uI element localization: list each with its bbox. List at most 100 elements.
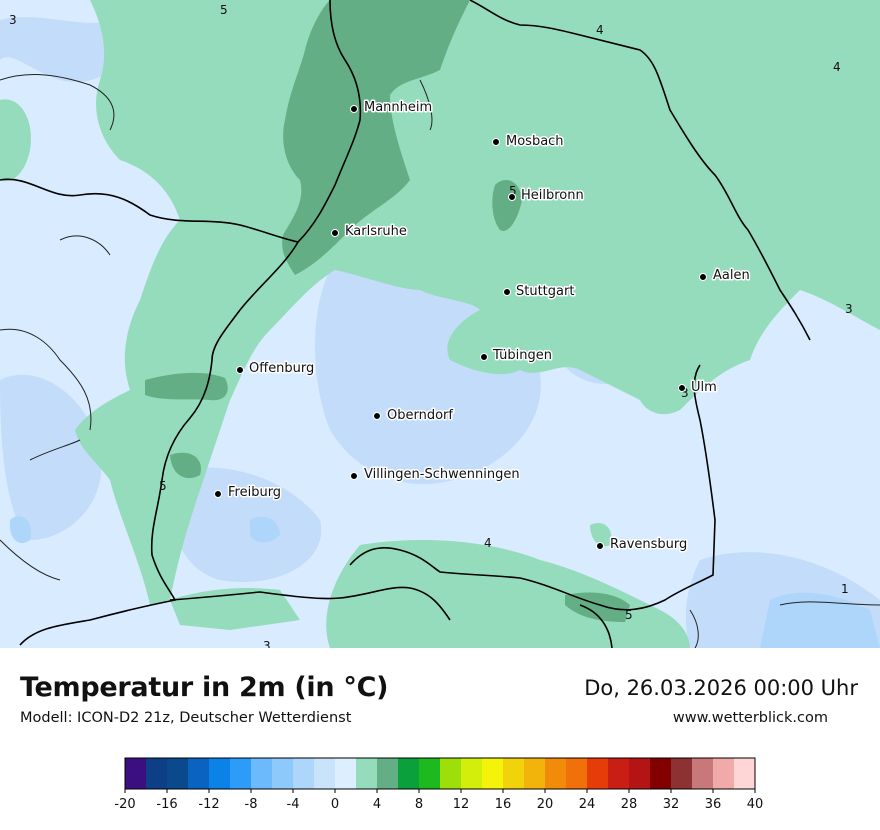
map-title: Temperatur in 2m (in °C) — [20, 672, 389, 703]
legend-swatch — [461, 758, 483, 789]
legend-swatches — [125, 758, 756, 789]
legend-swatch — [314, 758, 336, 789]
svg-text:Stuttgart: Stuttgart — [516, 284, 574, 299]
city-heilbronn[interactable]: Heilbronn — [508, 187, 585, 205]
isotherm-label: 3 — [845, 302, 853, 316]
city-mannheim[interactable]: Mannheim — [350, 99, 434, 117]
legend-swatch — [692, 758, 714, 789]
city-stuttgart[interactable]: Stuttgart — [503, 283, 576, 301]
isotherm-label: 1 — [841, 582, 849, 596]
legend-swatch — [419, 758, 441, 789]
legend-tick-label: -4 — [287, 797, 300, 812]
svg-text:Mosbach: Mosbach — [506, 134, 564, 149]
footer: Temperatur in 2m (in °C) Modell: ICON-D2… — [0, 648, 880, 830]
legend-swatch — [335, 758, 357, 789]
legend-ticks: -20 -16 -12 -8 -4 0 4 8 12 16 20 24 28 32 36 40 — [114, 789, 763, 812]
legend-swatch — [188, 758, 210, 789]
legend-swatch — [503, 758, 525, 789]
isotherm-label: 3 — [9, 13, 17, 27]
svg-text:Mannheim: Mannheim — [364, 100, 432, 115]
legend-swatch — [650, 758, 672, 789]
legend-tick-label: 20 — [537, 797, 554, 812]
svg-text:Aalen: Aalen — [713, 268, 750, 283]
legend-swatch — [398, 758, 420, 789]
legend-swatch — [671, 758, 693, 789]
legend-frame — [124, 757, 756, 790]
legend-tick-label: -20 — [114, 797, 135, 812]
city-villingen-schwenningen[interactable]: Villingen-Schwenningen — [350, 466, 521, 484]
legend-tick-label: -16 — [156, 797, 177, 812]
svg-text:Oberndorf: Oberndorf — [387, 408, 453, 423]
legend-swatch — [734, 758, 756, 789]
svg-text:Tübingen: Tübingen — [492, 348, 552, 363]
model-source: Modell: ICON-D2 21z, Deutscher Wetterdie… — [20, 710, 352, 726]
mild-zones — [0, 0, 880, 648]
city-karlsruhe[interactable]: Karlsruhe — [331, 223, 408, 241]
svg-text:Freiburg: Freiburg — [228, 485, 281, 500]
legend-tick-label: 28 — [621, 797, 638, 812]
legend-tick-label: -8 — [245, 797, 258, 812]
forecast-datetime: Do, 26.03.2026 00:00 Uhr — [584, 676, 858, 700]
legend-tick-label: 36 — [705, 797, 722, 812]
warm-zones — [145, 0, 630, 622]
city-aalen[interactable]: Aalen — [699, 267, 751, 285]
cold-spots — [9, 516, 880, 648]
borders — [0, 0, 811, 648]
legend-swatch — [146, 758, 168, 789]
isotherm-label: 5 — [159, 479, 167, 493]
city-freiburg[interactable]: Freiburg — [214, 484, 283, 502]
isotherm-label: 5 — [509, 184, 517, 198]
legend-tick-label: 16 — [495, 797, 512, 812]
svg-text:Villingen-Schwenningen: Villingen-Schwenningen — [364, 467, 520, 482]
legend-swatch — [545, 758, 567, 789]
city-offenburg[interactable]: Offenburg — [236, 360, 316, 378]
isotherm-label: 5 — [220, 3, 228, 17]
color-legend: -20 -16 -12 -8 -4 0 4 8 12 16 20 24 28 32 36 40 — [114, 757, 763, 812]
city-ulm[interactable]: Ulm — [678, 379, 718, 397]
legend-swatch — [587, 758, 609, 789]
legend-swatch — [566, 758, 588, 789]
svg-text:Ravensburg: Ravensburg — [610, 537, 687, 552]
website-link[interactable]: www.wetterblick.com — [672, 710, 828, 726]
svg-text:Offenburg: Offenburg — [249, 361, 314, 376]
legend-tick-label: 32 — [663, 797, 680, 812]
legend-tick-label: -12 — [198, 797, 219, 812]
legend-swatch — [167, 758, 189, 789]
minor-borders — [0, 74, 880, 648]
legend-swatch — [482, 758, 504, 789]
legend-swatch — [356, 758, 378, 789]
legend-tick-label: 8 — [415, 797, 423, 812]
legend-tick-label: 12 — [453, 797, 470, 812]
legend-swatch — [272, 758, 294, 789]
legend-tick-label: 0 — [331, 797, 339, 812]
legend-swatch — [713, 758, 735, 789]
isotherm-label: 3 — [263, 639, 271, 648]
svg-text:Ulm: Ulm — [691, 380, 717, 395]
legend-swatch — [608, 758, 630, 789]
svg-text:Karlsruhe: Karlsruhe — [345, 224, 407, 239]
city-markers: Mannheim Mosbach Heilbronn Karlsruhe Aal… — [214, 99, 751, 554]
isotherm-label: 4 — [484, 536, 492, 550]
legend-swatch — [209, 758, 231, 789]
isotherm-label: 4 — [596, 23, 604, 37]
isotherm-label: 3 — [681, 386, 689, 400]
city-oberndorf[interactable]: Oberndorf — [373, 407, 455, 425]
legend-swatch — [293, 758, 315, 789]
city-mosbach[interactable]: Mosbach — [492, 133, 565, 151]
legend-swatch — [230, 758, 252, 789]
legend-swatch — [377, 758, 399, 789]
svg-text:Heilbronn: Heilbronn — [521, 188, 584, 203]
legend-swatch — [629, 758, 651, 789]
legend-swatch — [251, 758, 273, 789]
city-ravensburg[interactable]: Ravensburg — [596, 536, 689, 554]
temperature-map: 5 3 4 4 5 3 3 5 4 1 5 3 Mannheim Mosbach — [0, 0, 880, 648]
isotherm-label: 4 — [833, 60, 841, 74]
legend-swatch — [524, 758, 546, 789]
legend-swatch — [125, 758, 147, 789]
legend-tick-label: 40 — [747, 797, 764, 812]
legend-swatch — [440, 758, 462, 789]
isotherm-labels: 5 3 4 4 5 3 3 5 4 1 5 3 — [9, 3, 853, 648]
city-tuebingen[interactable]: Tübingen — [480, 347, 554, 365]
legend-tick-label: 24 — [579, 797, 596, 812]
isotherm-label: 5 — [625, 608, 633, 622]
